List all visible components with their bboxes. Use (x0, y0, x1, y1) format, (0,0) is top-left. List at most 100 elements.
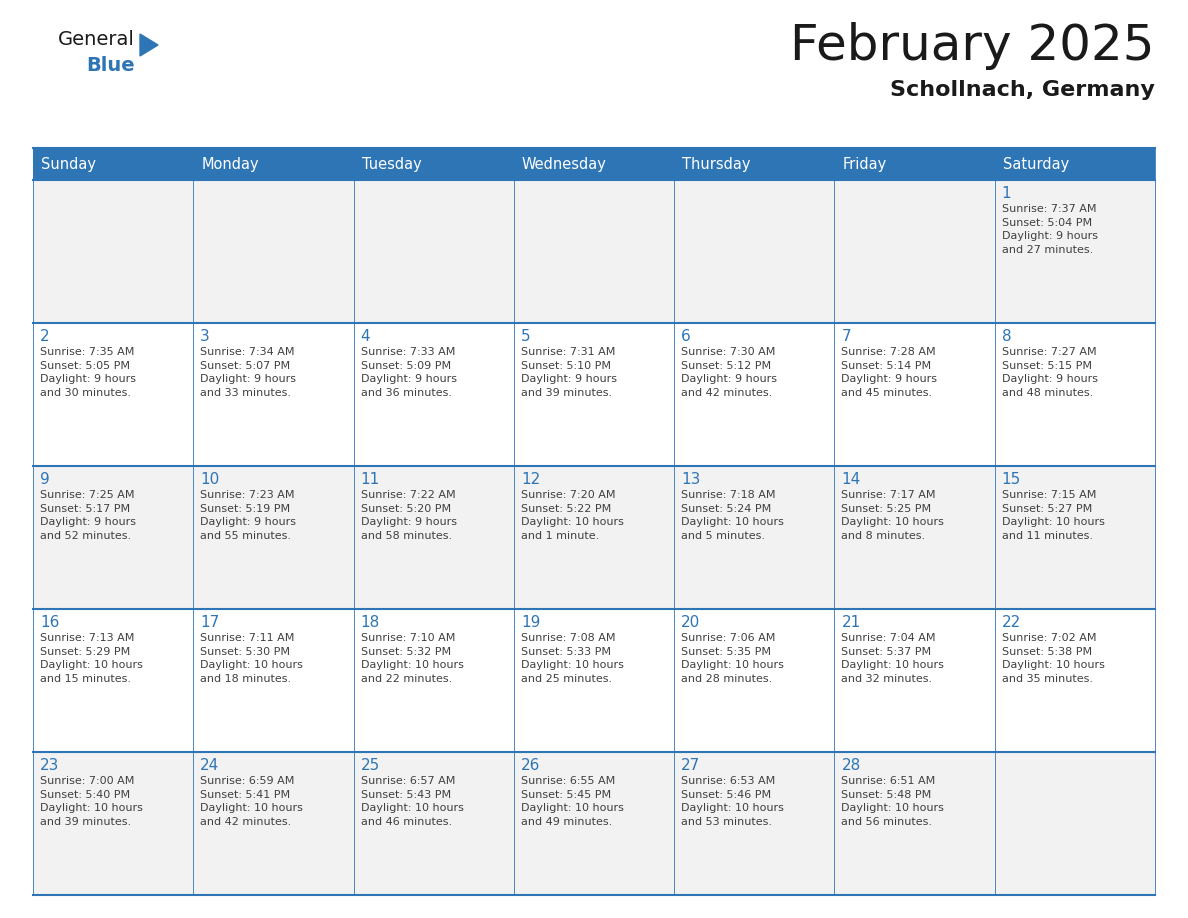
Bar (994, 180, 1155, 323)
Bar (514, 180, 674, 323)
Text: 14: 14 (841, 472, 860, 487)
Text: 21: 21 (841, 615, 860, 630)
Bar (33, 148, 1155, 180)
Text: 16: 16 (40, 615, 59, 630)
Bar (834, 752, 994, 895)
Text: 9: 9 (40, 472, 50, 487)
Text: 3: 3 (201, 329, 210, 344)
Bar (354, 752, 514, 895)
Bar (33, 323, 194, 466)
Bar (674, 752, 834, 895)
Text: 1: 1 (1001, 186, 1011, 201)
Bar (674, 466, 834, 609)
Text: Sunrise: 7:35 AM
Sunset: 5:05 PM
Daylight: 9 hours
and 30 minutes.: Sunrise: 7:35 AM Sunset: 5:05 PM Dayligh… (40, 347, 135, 397)
Text: Sunrise: 6:59 AM
Sunset: 5:41 PM
Daylight: 10 hours
and 42 minutes.: Sunrise: 6:59 AM Sunset: 5:41 PM Dayligh… (201, 776, 303, 827)
Polygon shape (140, 34, 158, 56)
Text: Sunrise: 7:33 AM
Sunset: 5:09 PM
Daylight: 9 hours
and 36 minutes.: Sunrise: 7:33 AM Sunset: 5:09 PM Dayligh… (361, 347, 456, 397)
Text: Sunrise: 7:17 AM
Sunset: 5:25 PM
Daylight: 10 hours
and 8 minutes.: Sunrise: 7:17 AM Sunset: 5:25 PM Dayligh… (841, 490, 944, 541)
Text: Sunrise: 7:10 AM
Sunset: 5:32 PM
Daylight: 10 hours
and 22 minutes.: Sunrise: 7:10 AM Sunset: 5:32 PM Dayligh… (361, 633, 463, 684)
Text: 22: 22 (1001, 615, 1020, 630)
Bar (994, 752, 1155, 895)
Bar (834, 466, 994, 609)
Text: Sunrise: 7:37 AM
Sunset: 5:04 PM
Daylight: 9 hours
and 27 minutes.: Sunrise: 7:37 AM Sunset: 5:04 PM Dayligh… (1001, 204, 1098, 255)
Text: Thursday: Thursday (682, 156, 751, 172)
Bar (33, 466, 194, 609)
Text: 23: 23 (40, 758, 59, 773)
Text: 7: 7 (841, 329, 851, 344)
Text: Sunrise: 7:18 AM
Sunset: 5:24 PM
Daylight: 10 hours
and 5 minutes.: Sunrise: 7:18 AM Sunset: 5:24 PM Dayligh… (681, 490, 784, 541)
Text: 11: 11 (361, 472, 380, 487)
Bar (994, 323, 1155, 466)
Text: 17: 17 (201, 615, 220, 630)
Text: Sunrise: 6:57 AM
Sunset: 5:43 PM
Daylight: 10 hours
and 46 minutes.: Sunrise: 6:57 AM Sunset: 5:43 PM Dayligh… (361, 776, 463, 827)
Bar (354, 323, 514, 466)
Bar (194, 752, 354, 895)
Bar (994, 609, 1155, 752)
Bar (514, 752, 674, 895)
Text: Sunrise: 7:22 AM
Sunset: 5:20 PM
Daylight: 9 hours
and 58 minutes.: Sunrise: 7:22 AM Sunset: 5:20 PM Dayligh… (361, 490, 456, 541)
Text: Sunrise: 7:30 AM
Sunset: 5:12 PM
Daylight: 9 hours
and 42 minutes.: Sunrise: 7:30 AM Sunset: 5:12 PM Dayligh… (681, 347, 777, 397)
Bar (674, 180, 834, 323)
Bar (674, 609, 834, 752)
Text: 24: 24 (201, 758, 220, 773)
Text: 27: 27 (681, 758, 701, 773)
Text: Sunrise: 7:04 AM
Sunset: 5:37 PM
Daylight: 10 hours
and 32 minutes.: Sunrise: 7:04 AM Sunset: 5:37 PM Dayligh… (841, 633, 944, 684)
Text: 2: 2 (40, 329, 50, 344)
Bar (33, 180, 194, 323)
Text: Friday: Friday (842, 156, 886, 172)
Text: 15: 15 (1001, 472, 1020, 487)
Text: Sunrise: 7:20 AM
Sunset: 5:22 PM
Daylight: 10 hours
and 1 minute.: Sunrise: 7:20 AM Sunset: 5:22 PM Dayligh… (520, 490, 624, 541)
Text: 26: 26 (520, 758, 541, 773)
Text: Blue: Blue (86, 56, 134, 75)
Text: 20: 20 (681, 615, 701, 630)
Bar (33, 752, 194, 895)
Text: 5: 5 (520, 329, 531, 344)
Text: 18: 18 (361, 615, 380, 630)
Text: Sunrise: 7:15 AM
Sunset: 5:27 PM
Daylight: 10 hours
and 11 minutes.: Sunrise: 7:15 AM Sunset: 5:27 PM Dayligh… (1001, 490, 1105, 541)
Text: Sunrise: 7:02 AM
Sunset: 5:38 PM
Daylight: 10 hours
and 35 minutes.: Sunrise: 7:02 AM Sunset: 5:38 PM Dayligh… (1001, 633, 1105, 684)
Bar (514, 323, 674, 466)
Bar (33, 609, 194, 752)
Bar (994, 466, 1155, 609)
Text: 10: 10 (201, 472, 220, 487)
Bar (194, 180, 354, 323)
Text: General: General (58, 30, 135, 49)
Text: 12: 12 (520, 472, 541, 487)
Text: 13: 13 (681, 472, 701, 487)
Text: Sunrise: 7:08 AM
Sunset: 5:33 PM
Daylight: 10 hours
and 25 minutes.: Sunrise: 7:08 AM Sunset: 5:33 PM Dayligh… (520, 633, 624, 684)
Text: Sunrise: 7:13 AM
Sunset: 5:29 PM
Daylight: 10 hours
and 15 minutes.: Sunrise: 7:13 AM Sunset: 5:29 PM Dayligh… (40, 633, 143, 684)
Text: Sunrise: 7:27 AM
Sunset: 5:15 PM
Daylight: 9 hours
and 48 minutes.: Sunrise: 7:27 AM Sunset: 5:15 PM Dayligh… (1001, 347, 1098, 397)
Text: Sunrise: 7:25 AM
Sunset: 5:17 PM
Daylight: 9 hours
and 52 minutes.: Sunrise: 7:25 AM Sunset: 5:17 PM Dayligh… (40, 490, 135, 541)
Bar (194, 466, 354, 609)
Bar (514, 466, 674, 609)
Text: Sunday: Sunday (42, 156, 96, 172)
Text: Saturday: Saturday (1003, 156, 1069, 172)
Text: 25: 25 (361, 758, 380, 773)
Bar (514, 609, 674, 752)
Bar (834, 180, 994, 323)
Text: 19: 19 (520, 615, 541, 630)
Text: Sunrise: 7:06 AM
Sunset: 5:35 PM
Daylight: 10 hours
and 28 minutes.: Sunrise: 7:06 AM Sunset: 5:35 PM Dayligh… (681, 633, 784, 684)
Bar (354, 466, 514, 609)
Text: Schollnach, Germany: Schollnach, Germany (890, 80, 1155, 100)
Text: Sunrise: 6:55 AM
Sunset: 5:45 PM
Daylight: 10 hours
and 49 minutes.: Sunrise: 6:55 AM Sunset: 5:45 PM Dayligh… (520, 776, 624, 827)
Text: Wednesday: Wednesday (522, 156, 607, 172)
Text: Sunrise: 6:51 AM
Sunset: 5:48 PM
Daylight: 10 hours
and 56 minutes.: Sunrise: 6:51 AM Sunset: 5:48 PM Dayligh… (841, 776, 944, 827)
Text: 4: 4 (361, 329, 371, 344)
Bar (834, 323, 994, 466)
Bar (194, 609, 354, 752)
Text: Sunrise: 7:00 AM
Sunset: 5:40 PM
Daylight: 10 hours
and 39 minutes.: Sunrise: 7:00 AM Sunset: 5:40 PM Dayligh… (40, 776, 143, 827)
Bar (354, 180, 514, 323)
Text: Sunrise: 7:34 AM
Sunset: 5:07 PM
Daylight: 9 hours
and 33 minutes.: Sunrise: 7:34 AM Sunset: 5:07 PM Dayligh… (201, 347, 296, 397)
Text: Tuesday: Tuesday (361, 156, 422, 172)
Text: Sunrise: 7:11 AM
Sunset: 5:30 PM
Daylight: 10 hours
and 18 minutes.: Sunrise: 7:11 AM Sunset: 5:30 PM Dayligh… (201, 633, 303, 684)
Text: 28: 28 (841, 758, 860, 773)
Text: Monday: Monday (201, 156, 259, 172)
Text: 8: 8 (1001, 329, 1011, 344)
Bar (674, 323, 834, 466)
Bar (354, 609, 514, 752)
Text: Sunrise: 7:31 AM
Sunset: 5:10 PM
Daylight: 9 hours
and 39 minutes.: Sunrise: 7:31 AM Sunset: 5:10 PM Dayligh… (520, 347, 617, 397)
Text: February 2025: February 2025 (790, 22, 1155, 70)
Text: 6: 6 (681, 329, 691, 344)
Bar (834, 609, 994, 752)
